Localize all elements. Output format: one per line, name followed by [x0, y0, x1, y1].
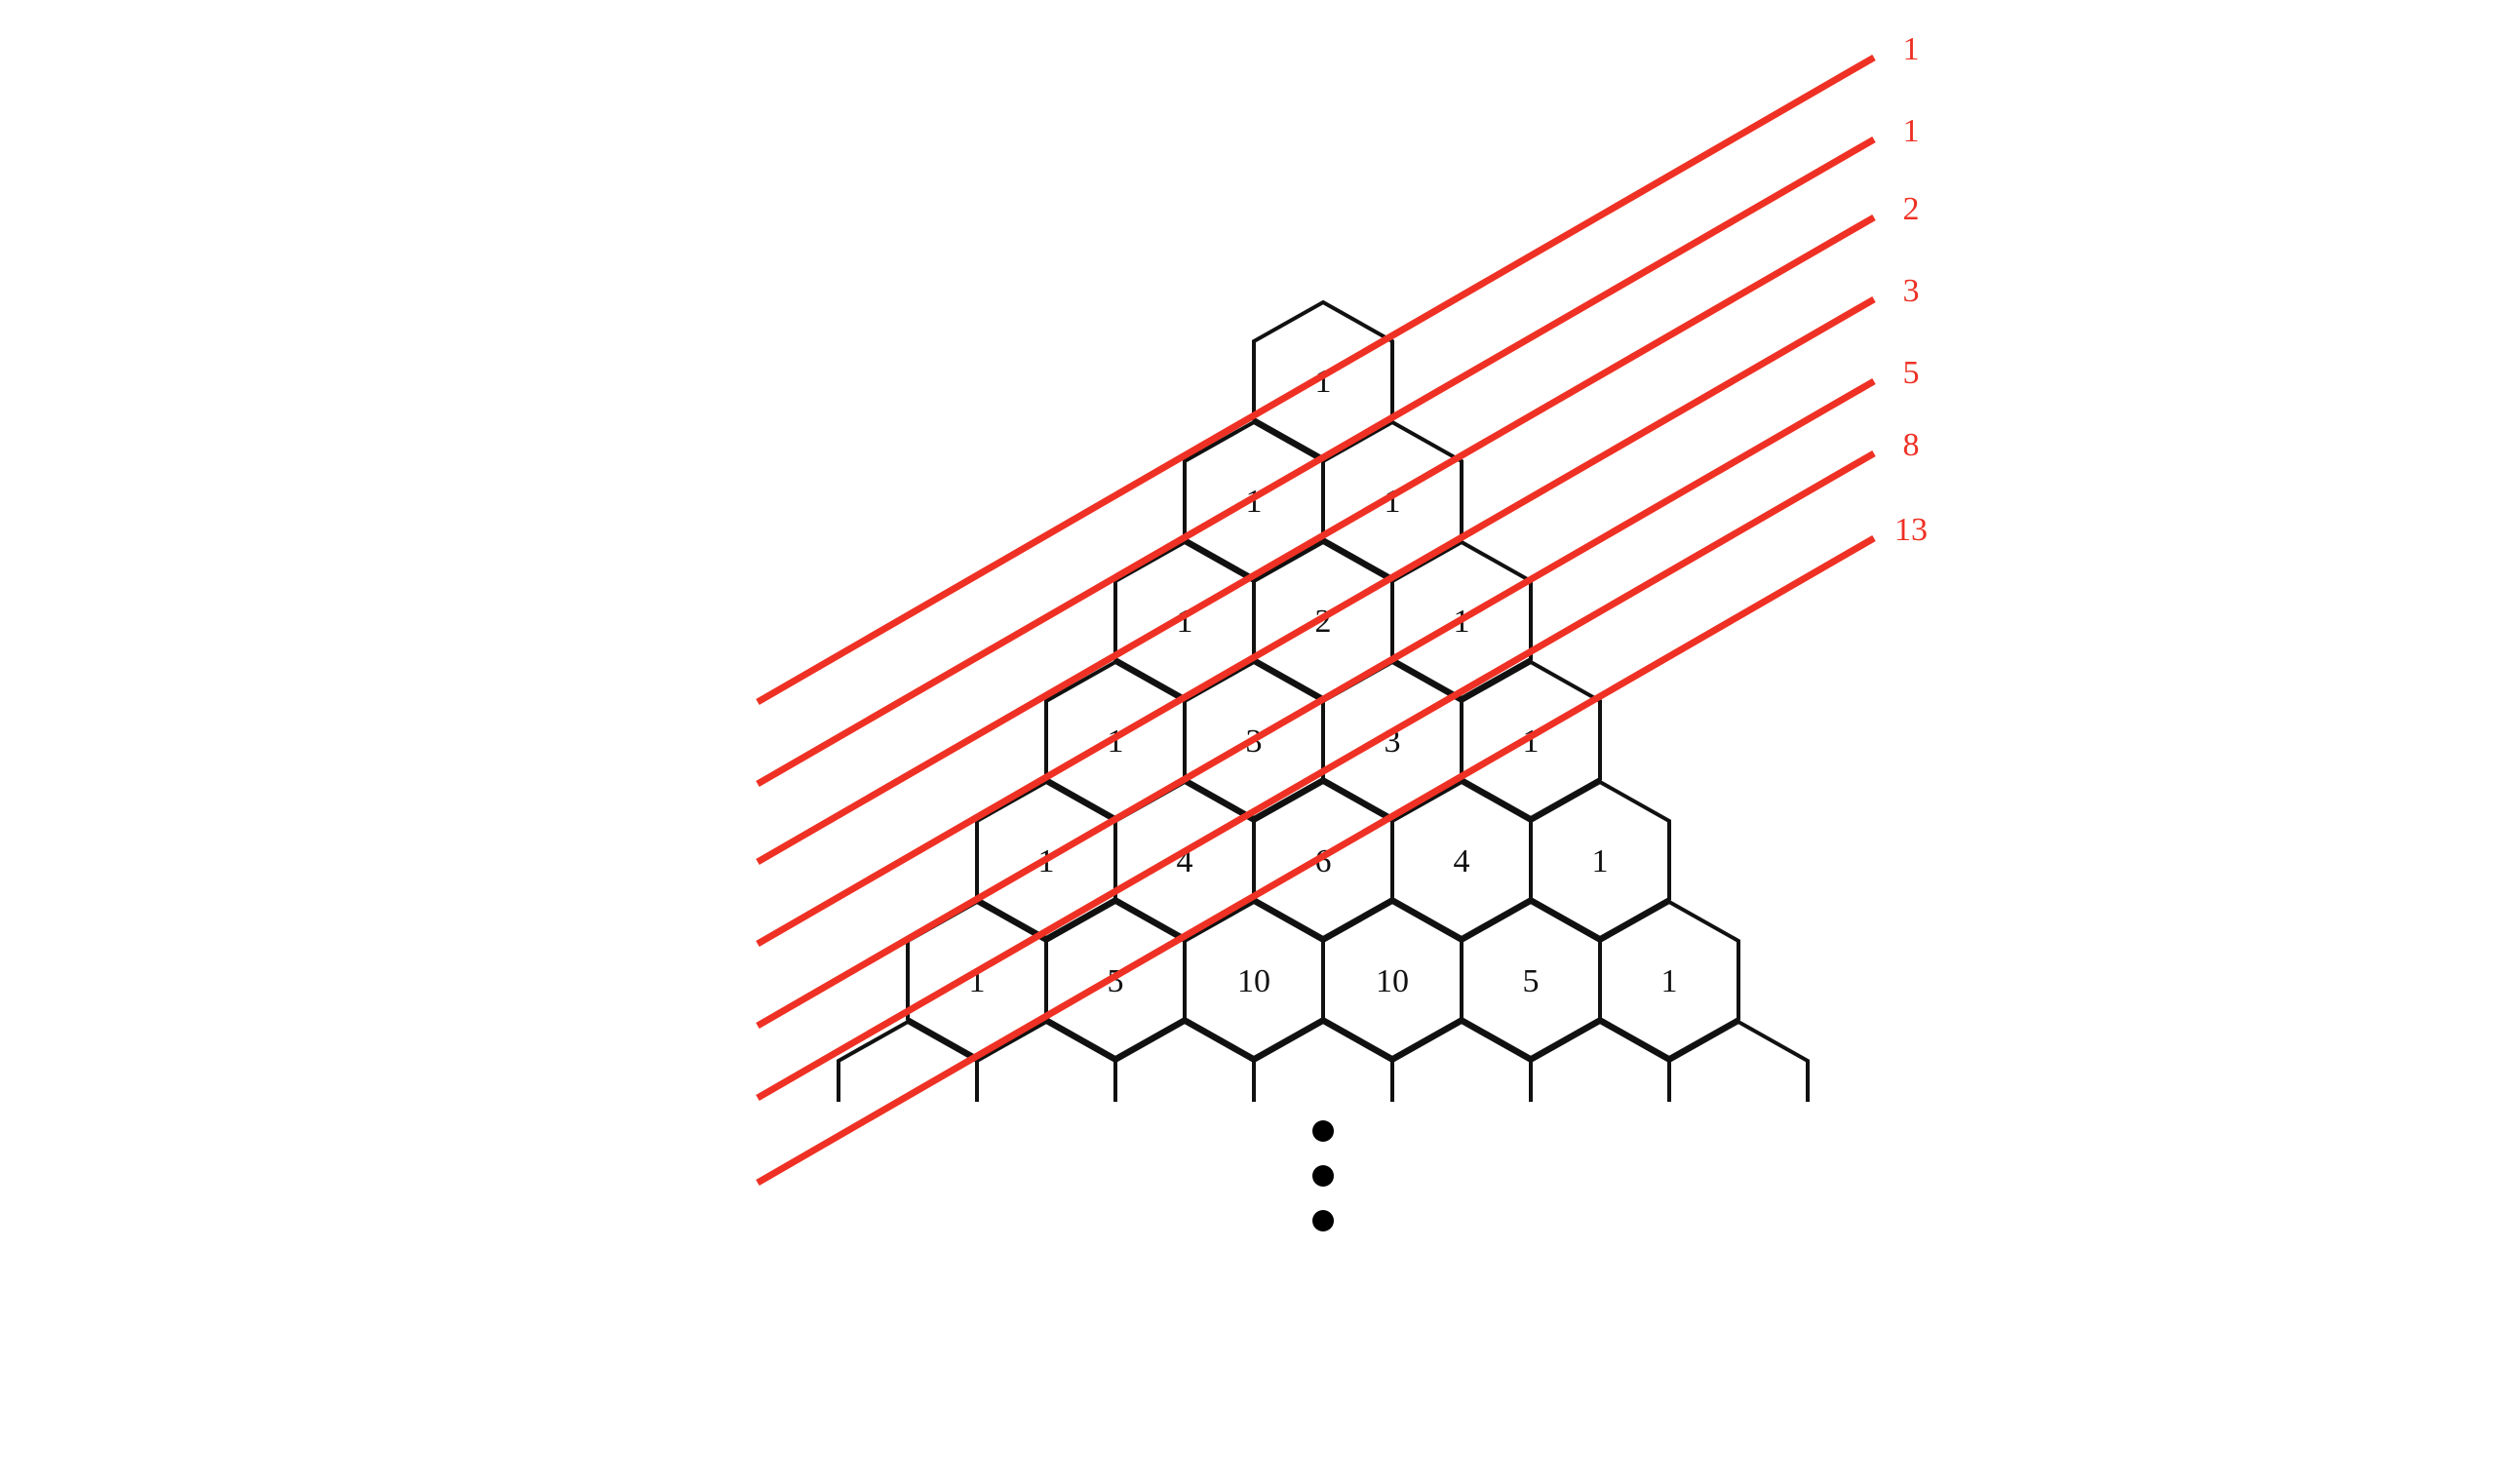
diagonal-line-0 — [756, 54, 1876, 706]
ellipsis-dot-2 — [1312, 1210, 1334, 1231]
cell-value-r4-c4: 1 — [1592, 843, 1609, 879]
diagonal-sum-5: 8 — [1903, 427, 1920, 463]
hex-cell-r5-c5 — [1598, 899, 1740, 1061]
diagonal-line-5 — [756, 449, 1876, 1102]
cell-value-r5-c5: 1 — [1661, 963, 1678, 999]
diagonal-sum-0: 1 — [1903, 31, 1920, 67]
diagonal-line-6 — [756, 534, 1876, 1187]
diagonal-sum-4: 5 — [1903, 355, 1920, 391]
diagonal-sum-3: 3 — [1903, 273, 1920, 309]
diagonal-line-2 — [756, 214, 1876, 866]
diagonal-line-1 — [756, 136, 1876, 788]
cell-value-r4-c3: 4 — [1454, 843, 1470, 879]
diagonal-sum-1: 1 — [1903, 113, 1920, 149]
partial-row-stubs — [837, 1019, 1810, 1102]
ellipsis-dot-1 — [1312, 1165, 1334, 1187]
continuation-ellipsis — [1312, 1120, 1334, 1231]
hexagon-grid — [906, 299, 1740, 1061]
cell-value-r5-c3: 10 — [1376, 963, 1409, 999]
diagonal-line-4 — [756, 377, 1876, 1030]
cell-value-r5-c4: 5 — [1523, 963, 1540, 999]
diagonal-sum-2: 2 — [1903, 191, 1920, 227]
cell-value-r5-c2: 10 — [1237, 963, 1270, 999]
diagonal-sum-labels: 1 1 2 3 5 8 13 — [1894, 31, 1928, 548]
diagonal-line-3 — [756, 295, 1876, 948]
ellipsis-dot-0 — [1312, 1120, 1334, 1142]
diagonal-lines — [756, 54, 1876, 1187]
partial-hex-c6 — [1667, 1019, 1810, 1102]
diagonal-sum-6: 13 — [1894, 512, 1928, 548]
hex-cell-r4-c4 — [1529, 779, 1671, 941]
